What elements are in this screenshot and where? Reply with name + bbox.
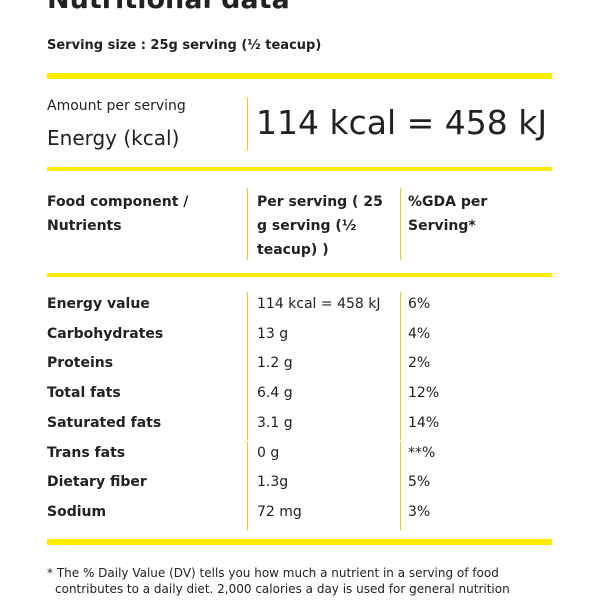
column-divider	[400, 351, 401, 382]
column-divider	[247, 97, 248, 151]
table-cell: Proteins	[47, 355, 114, 372]
table-cell: 6%	[408, 296, 431, 312]
table-cell: 1.2 g	[257, 355, 293, 372]
table-cell: 114 kcal = 458 kJ	[257, 296, 381, 312]
table-cell: Dietary fiber	[47, 474, 147, 491]
table-cell: 12%	[408, 385, 440, 402]
column-divider	[400, 440, 401, 471]
column-divider	[400, 292, 401, 322]
table-cell: 2%	[408, 355, 431, 372]
divider-bar	[47, 273, 552, 277]
column-divider	[247, 351, 248, 382]
table-cell: Saturated fats	[47, 414, 162, 431]
column-divider	[247, 188, 248, 260]
table-cell: 4%	[408, 325, 431, 342]
divider-bar	[47, 73, 552, 79]
column-divider	[400, 321, 401, 352]
amount-label: Amount per serving	[47, 98, 186, 114]
table-cell: **%	[408, 444, 436, 461]
column-divider	[400, 470, 401, 500]
divider-bar	[47, 167, 552, 171]
divider-bar	[47, 539, 552, 545]
column-divider	[247, 440, 248, 471]
header-cell: Food component / Nutrients	[47, 194, 189, 234]
column-divider	[247, 321, 248, 352]
serving-size: Serving size : 25g serving (½ teacup)	[47, 38, 322, 53]
table-cell: Sodium	[47, 503, 107, 520]
column-divider	[400, 381, 401, 411]
table-cell: 3.1 g	[257, 414, 293, 431]
column-divider	[247, 292, 248, 322]
header-cell: Per serving ( 25 g serving (½ teacup) )	[257, 194, 383, 258]
table-cell: Trans fats	[47, 444, 126, 461]
table-cell: 5%	[408, 474, 431, 491]
table-cell: 14%	[408, 414, 440, 431]
table-cell: 1.3g	[257, 474, 289, 491]
table-cell: 0 g	[257, 444, 280, 461]
title: Nutritional data	[47, 0, 290, 15]
table-cell: 13 g	[257, 325, 289, 342]
column-divider	[247, 470, 248, 500]
column-divider	[400, 410, 401, 441]
energy-value: 114 kcal = 458 kJ	[256, 103, 548, 142]
column-divider	[247, 499, 248, 530]
header-cell: %GDA per Serving*	[408, 194, 488, 234]
column-divider	[247, 381, 248, 411]
energy-label: Energy (kcal)	[47, 126, 180, 150]
table-cell: 3%	[408, 503, 431, 520]
table-cell: Total fats	[47, 385, 121, 402]
table-cell: 72 mg	[257, 503, 302, 520]
column-divider	[400, 499, 401, 530]
footnote: * The % Daily Value (DV) tells you how m…	[47, 566, 499, 580]
column-divider	[247, 410, 248, 441]
table-cell: Carbohydrates	[47, 325, 164, 342]
table-cell: Energy value	[47, 296, 150, 312]
column-divider	[400, 188, 401, 260]
table-cell: 6.4 g	[257, 385, 293, 402]
footnote: contributes to a daily diet. 2,000 calor…	[55, 582, 510, 596]
